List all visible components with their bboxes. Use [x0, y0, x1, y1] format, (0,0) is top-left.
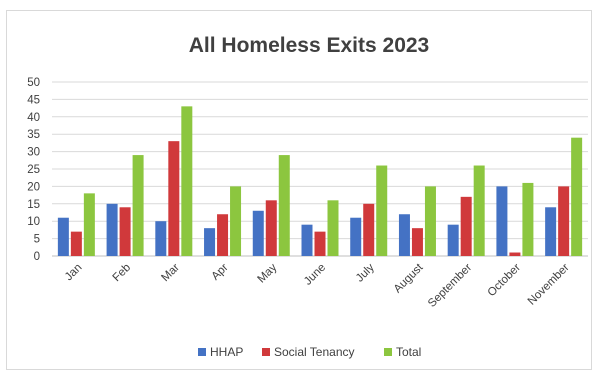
- x-tick-label: July: [354, 261, 377, 284]
- bar-total-september: [473, 165, 485, 256]
- x-axis-ticks: Jan Feb Mar Apr May June July August September Oc…: [63, 261, 572, 310]
- y-tick-label: 35: [27, 129, 40, 141]
- x-tick-label: September: [426, 262, 474, 310]
- x-tick-label: Apr: [210, 262, 231, 283]
- bar-social-tenancy-september: [460, 196, 472, 256]
- bar-social-tenancy-mar: [168, 141, 180, 256]
- y-tick-label: 40: [27, 112, 40, 124]
- bar-social-tenancy-jan: [70, 231, 82, 256]
- chart-frame: [6, 10, 592, 370]
- bar-social-tenancy-november: [558, 186, 570, 256]
- x-tick-label: Feb: [111, 262, 134, 285]
- bars: [57, 106, 583, 256]
- legend-swatch-hhap: [198, 348, 206, 356]
- bar-social-tenancy-may: [265, 200, 277, 256]
- legend: HHAP Social Tenancy Total: [198, 345, 421, 359]
- bar-total-feb: [132, 155, 144, 256]
- bar-social-tenancy-july: [363, 203, 375, 256]
- bar-total-may: [278, 155, 290, 256]
- bar-social-tenancy-feb: [119, 207, 131, 256]
- x-tick-label: May: [256, 261, 280, 285]
- y-tick-label: 25: [27, 164, 40, 176]
- y-axis-ticks: 0 5 10 15 20 25 30 35 40 45 50: [27, 77, 40, 263]
- bar-total-october: [522, 182, 534, 256]
- legend-label: HHAP: [210, 345, 243, 359]
- legend-label: Total: [396, 345, 421, 359]
- x-tick-label: October: [486, 262, 524, 300]
- y-tick-label: 45: [27, 94, 40, 106]
- bar-hhap-september: [447, 224, 459, 256]
- legend-swatch-total: [384, 348, 392, 356]
- x-tick-label: November: [526, 262, 572, 308]
- bar-total-june: [327, 200, 339, 256]
- y-tick-label: 0: [34, 251, 40, 263]
- bar-hhap-october: [496, 186, 508, 256]
- bar-social-tenancy-apr: [217, 214, 229, 256]
- x-tick-label: August: [392, 261, 426, 295]
- y-tick-label: 20: [27, 181, 40, 193]
- x-tick-label: Mar: [159, 262, 182, 285]
- y-tick-label: 15: [27, 199, 40, 211]
- bar-hhap-feb: [106, 203, 118, 256]
- bar-social-tenancy-october: [509, 252, 521, 256]
- bar-hhap-apr: [204, 228, 216, 256]
- bar-social-tenancy-august: [411, 228, 423, 256]
- bar-hhap-jan: [57, 217, 69, 256]
- x-tick-label: Jan: [63, 262, 85, 284]
- chart-title: All Homeless Exits 2023: [189, 34, 429, 57]
- y-tick-label: 30: [27, 147, 40, 159]
- bar-social-tenancy-june: [314, 231, 326, 256]
- bar-total-august: [424, 186, 436, 256]
- bar-hhap-november: [545, 207, 557, 256]
- bar-total-apr: [230, 186, 242, 256]
- y-tick-label: 5: [34, 234, 40, 246]
- bar-hhap-mar: [155, 221, 167, 256]
- bar-total-november: [571, 137, 583, 256]
- gridlines: [52, 81, 588, 257]
- bar-hhap-june: [301, 224, 313, 256]
- bar-total-jan: [83, 193, 95, 256]
- bar-total-july: [376, 165, 388, 256]
- bar-hhap-may: [252, 210, 264, 256]
- bar-total-mar: [181, 106, 193, 256]
- legend-label: Social Tenancy: [274, 345, 355, 359]
- legend-swatch-social-tenancy: [262, 348, 270, 356]
- x-tick-label: June: [302, 262, 328, 288]
- y-tick-label: 50: [27, 77, 40, 89]
- y-tick-label: 10: [27, 216, 40, 228]
- bar-hhap-july: [350, 217, 362, 256]
- bar-hhap-august: [398, 214, 410, 256]
